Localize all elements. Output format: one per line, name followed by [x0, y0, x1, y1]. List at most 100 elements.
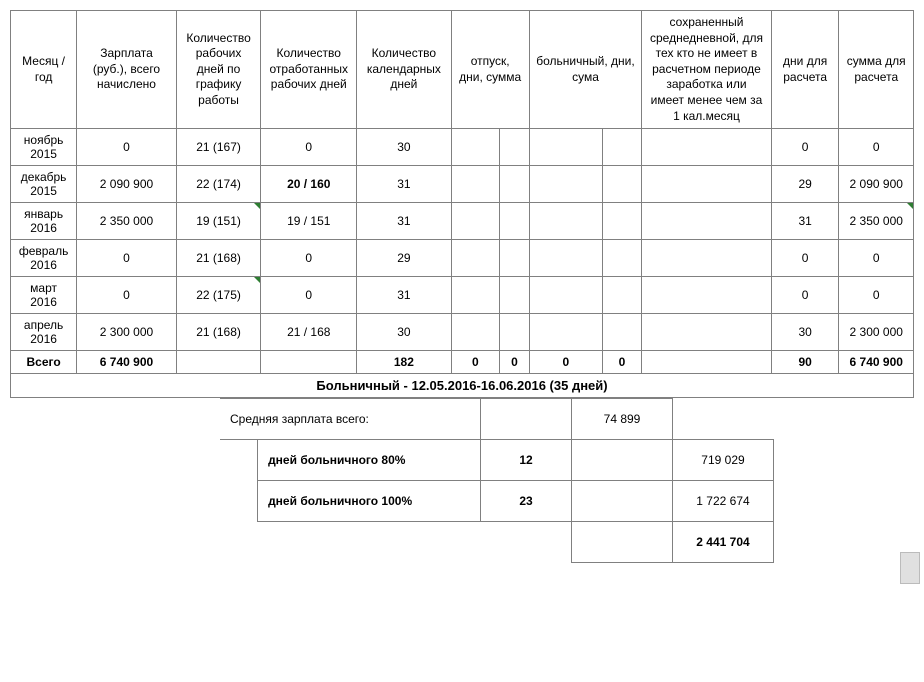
- cell-sick-days: [529, 314, 602, 351]
- header-worked: Количество отработанных рабочих дней: [261, 11, 357, 129]
- cell-total-salary: 6 740 900: [77, 351, 177, 374]
- cell-month: ноябрь 2015: [11, 129, 77, 166]
- cell-total-worked: [261, 351, 357, 374]
- cell-calendar: 30: [357, 129, 451, 166]
- cell-vac-sum: [500, 314, 530, 351]
- cell-salary: 2 090 900: [77, 166, 177, 203]
- cell-calc-days: 0: [771, 240, 839, 277]
- blank-cell: [481, 399, 572, 440]
- summary-80-row: дней больничного 80% 12 719 029: [220, 440, 774, 481]
- cell-saved: [642, 314, 772, 351]
- cell-month: январь 2016: [11, 203, 77, 240]
- table-row: январь 20162 350 00019 (151)19 / 1513131…: [11, 203, 914, 240]
- header-vacation: отпуск, дни, сумма: [451, 11, 529, 129]
- cell-salary: 2 300 000: [77, 314, 177, 351]
- cell-vac-sum: [500, 240, 530, 277]
- cell-calendar: 29: [357, 240, 451, 277]
- cell-calendar: 31: [357, 203, 451, 240]
- cell-saved: [642, 240, 772, 277]
- cell-vac-days: [451, 240, 499, 277]
- cell-worked: 21 / 168: [261, 314, 357, 351]
- cell-calc-sum: 2 350 000: [839, 203, 914, 240]
- cell-calc-days: 29: [771, 166, 839, 203]
- cell-schedule: 22 (174): [176, 166, 261, 203]
- header-row: Месяц / год Зарплата (руб.), всего начис…: [11, 11, 914, 129]
- header-calendar: Количество календарных дней: [357, 11, 451, 129]
- cell-month: апрель 2016: [11, 314, 77, 351]
- cell-sick-days: [529, 240, 602, 277]
- cell-month: февраль 2016: [11, 240, 77, 277]
- cell-calc-sum: 0: [839, 277, 914, 314]
- cell-calc-sum: 0: [839, 129, 914, 166]
- cell-total-s1: 0: [529, 351, 602, 374]
- cell-calendar: 31: [357, 277, 451, 314]
- header-month: Месяц / год: [11, 11, 77, 129]
- cell-total-v2: 0: [500, 351, 530, 374]
- cell-saved: [642, 203, 772, 240]
- cell-calc-days: 0: [771, 277, 839, 314]
- section-title: Больничный - 12.05.2016-16.06.2016 (35 д…: [10, 374, 914, 398]
- table-row: март 2016022 (175)03100: [11, 277, 914, 314]
- table-row: ноябрь 2015021 (167)03000: [11, 129, 914, 166]
- cell-month: декабрь 2015: [11, 166, 77, 203]
- cell-sick-days: [529, 129, 602, 166]
- header-calc-days: дни для расчета: [771, 11, 839, 129]
- cell-vac-days: [451, 166, 499, 203]
- cell-calc-sum: 0: [839, 240, 914, 277]
- header-schedule: Количество рабочих дней по графику работ…: [176, 11, 261, 129]
- cell-calendar: 30: [357, 314, 451, 351]
- cell-total-saved: [642, 351, 772, 374]
- cell-schedule: 21 (168): [176, 240, 261, 277]
- cell-sick-days: [529, 277, 602, 314]
- table-row: февраль 2016021 (168)02900: [11, 240, 914, 277]
- total-value: 2 441 704: [673, 522, 774, 563]
- cell-calc-days: 0: [771, 129, 839, 166]
- avg-label: Средняя зарплата всего:: [220, 399, 481, 440]
- cell-salary: 0: [77, 277, 177, 314]
- cell-worked: 19 / 151: [261, 203, 357, 240]
- cell-calendar: 31: [357, 166, 451, 203]
- cell-worked: 0: [261, 277, 357, 314]
- table-row: апрель 20162 300 00021 (168)21 / 1683030…: [11, 314, 914, 351]
- cell-calc-sum: 2 090 900: [839, 166, 914, 203]
- cell-sick-sum: [602, 203, 641, 240]
- cell-total-cdays: 90: [771, 351, 839, 374]
- header-sick: больничный, дни, сума: [529, 11, 641, 129]
- cell-vac-days: [451, 277, 499, 314]
- cell-schedule: 21 (168): [176, 314, 261, 351]
- row80-label: дней больничного 80%: [258, 440, 481, 481]
- cell-vac-sum: [500, 129, 530, 166]
- blank-cell: [572, 440, 673, 481]
- summary-total-row: 2 441 704: [220, 522, 774, 563]
- scrollbar-handle[interactable]: [900, 552, 920, 584]
- row80-value: 719 029: [673, 440, 774, 481]
- cell-total-cal: 182: [357, 351, 451, 374]
- payroll-table: Месяц / год Зарплата (руб.), всего начис…: [10, 10, 914, 374]
- cell-vac-sum: [500, 277, 530, 314]
- cell-saved: [642, 277, 772, 314]
- cell-vac-days: [451, 203, 499, 240]
- cell-total-csum: 6 740 900: [839, 351, 914, 374]
- cell-calc-sum: 2 300 000: [839, 314, 914, 351]
- cell-vac-sum: [500, 203, 530, 240]
- cell-salary: 0: [77, 240, 177, 277]
- header-saved: сохраненный среднедневной, для тех кто н…: [642, 11, 772, 129]
- cell-sick-days: [529, 203, 602, 240]
- blank-cell: [572, 522, 673, 563]
- cell-vac-days: [451, 314, 499, 351]
- cell-total-v1: 0: [451, 351, 499, 374]
- cell-schedule: 21 (167): [176, 129, 261, 166]
- summary-100-row: дней больничного 100% 23 1 722 674: [220, 481, 774, 522]
- cell-worked: 0: [261, 129, 357, 166]
- cell-worked: 20 / 160: [261, 166, 357, 203]
- table-row: декабрь 20152 090 90022 (174)20 / 160312…: [11, 166, 914, 203]
- cell-salary: 2 350 000: [77, 203, 177, 240]
- cell-sick-sum: [602, 240, 641, 277]
- header-calc-sum: сумма для расчета: [839, 11, 914, 129]
- summary-table: Средняя зарплата всего: 74 899 дней боль…: [220, 398, 774, 563]
- cell-total-s2: 0: [602, 351, 641, 374]
- cell-vac-sum: [500, 166, 530, 203]
- cell-sick-sum: [602, 129, 641, 166]
- row100-value: 1 722 674: [673, 481, 774, 522]
- cell-sick-sum: [602, 166, 641, 203]
